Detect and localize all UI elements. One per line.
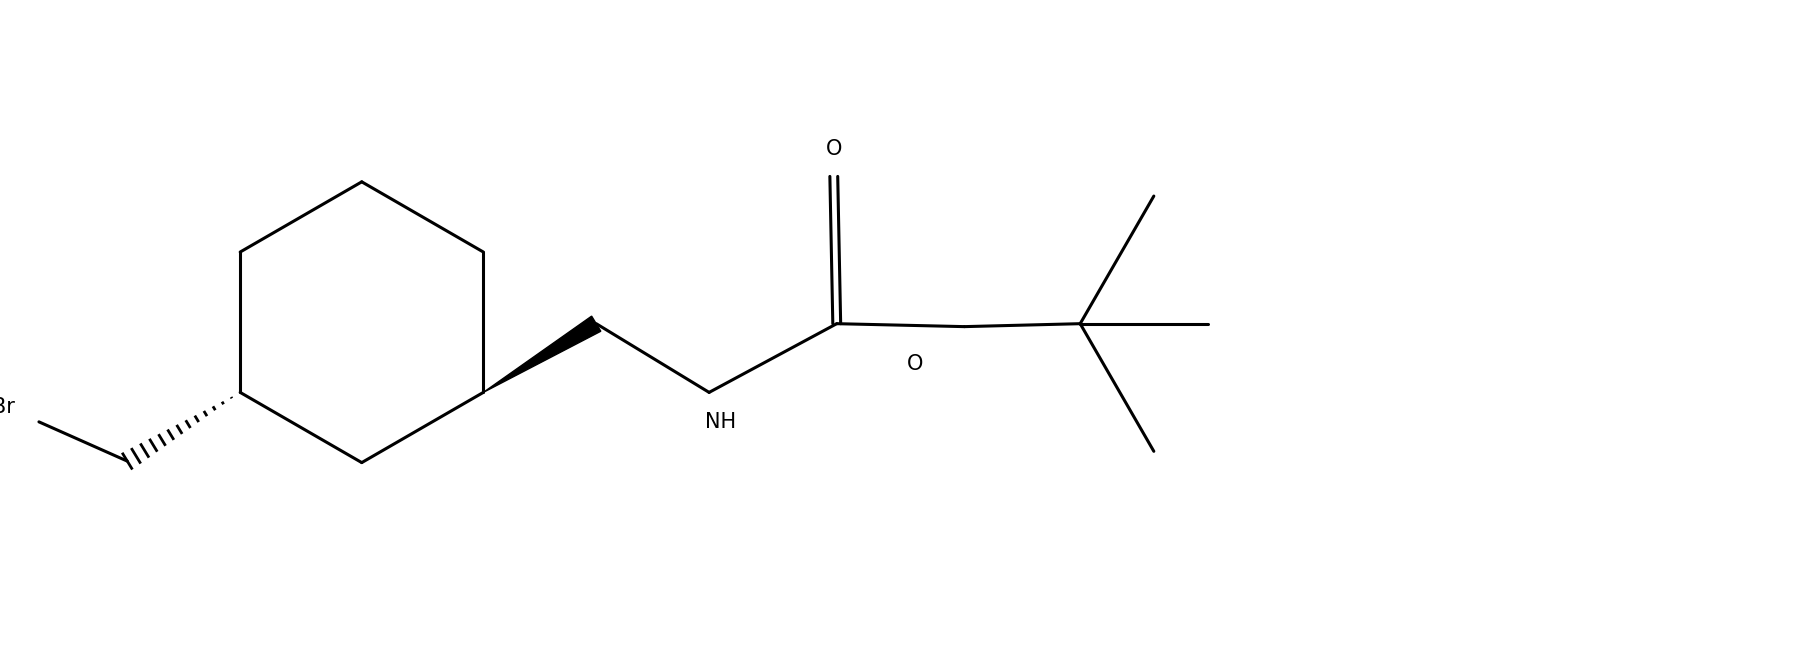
Text: O: O xyxy=(826,139,842,159)
Text: NH: NH xyxy=(706,412,736,432)
Text: Br: Br xyxy=(0,397,14,417)
Polygon shape xyxy=(483,316,602,392)
Text: O: O xyxy=(907,354,923,374)
